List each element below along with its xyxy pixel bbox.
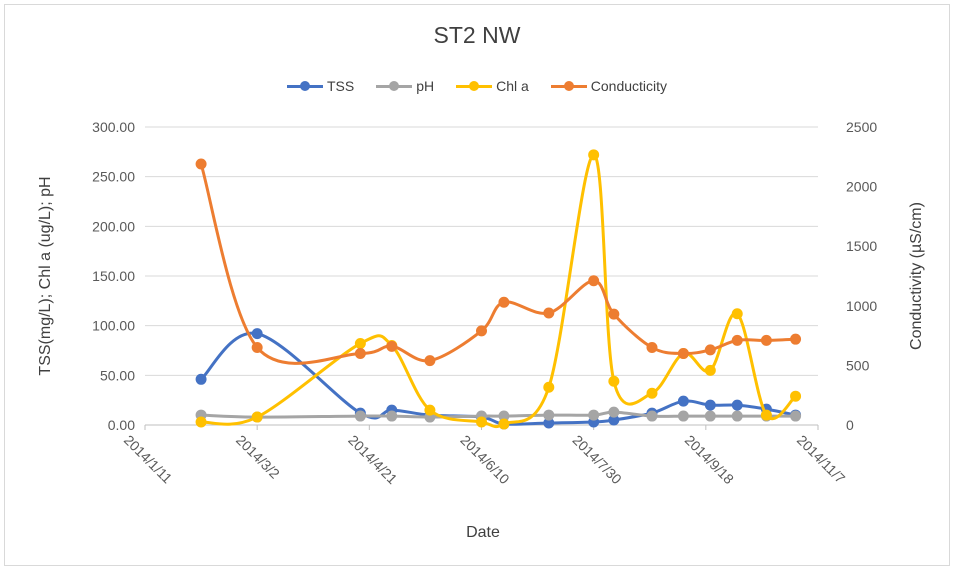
data-point-conducticity: [677, 347, 689, 359]
x-tick-label: 2014/11/7: [794, 432, 849, 487]
data-point-chl-a: [476, 416, 487, 428]
data-point-chl-a: [498, 418, 510, 430]
legend-item-ph: pH: [376, 78, 434, 94]
chart-title: ST2 NW: [433, 22, 521, 48]
series-line-conducticity: [199, 162, 798, 365]
data-point-chl-a: [354, 338, 366, 350]
series-line-chl-a: [199, 153, 798, 429]
y-left-tick-label: 250.00: [92, 169, 135, 185]
data-point-chl-a: [760, 409, 772, 421]
y-axis-right-label: Conductivity (µS/cm): [908, 202, 925, 350]
data-point-ph: [588, 409, 600, 421]
y-left-tick-label: 100.00: [92, 318, 135, 334]
data-point-ph: [790, 410, 802, 422]
y-right-tick-label: 2500: [846, 119, 877, 135]
y-left-tick-label: 50.00: [100, 367, 135, 383]
data-point-chl-a: [704, 364, 716, 376]
data-point-tss: [704, 399, 716, 411]
data-point-chl-a: [251, 411, 263, 423]
data-point-conducticity: [386, 340, 398, 352]
data-point-conducticity: [588, 275, 600, 287]
legend-swatch-ph: [376, 80, 413, 92]
y-axis-left-label: TSS(mg/L); Chl a (ug/L); pH: [37, 176, 54, 375]
y-right-tick-label: 2000: [846, 179, 877, 195]
chart-frame: [4, 4, 950, 566]
data-point-chl-a: [543, 381, 555, 393]
data-point-conducticity: [704, 344, 716, 356]
x-tick-label: 2014/7/30: [570, 432, 626, 488]
data-point-ph: [731, 410, 743, 422]
data-point-ph: [677, 410, 689, 422]
data-point-tss: [731, 399, 743, 411]
data-point-tss: [195, 373, 207, 385]
data-point-ph: [543, 409, 555, 421]
data-point-chl-a: [646, 387, 658, 399]
axis-layer: 0.00 50.00 100.00 150.00 200.00 250.00 300.00 0…: [92, 119, 877, 487]
data-point-conducticity: [790, 333, 802, 345]
x-tick-label: 2014/1/11: [121, 432, 176, 487]
x-tick-label: 2014/3/2: [233, 432, 283, 482]
legend-swatch-conductivity: [550, 80, 587, 92]
y-right-tick-label: 500: [846, 357, 870, 373]
legend-swatch-chl-a: [456, 80, 493, 92]
data-point-ph: [608, 406, 620, 418]
data-point-ph: [354, 410, 366, 422]
y-left-tick-label: 150.00: [92, 268, 135, 284]
data-point-ph: [386, 410, 398, 422]
data-point-chl-a: [588, 149, 600, 161]
data-point-conducticity: [646, 342, 658, 354]
data-point-conducticity: [731, 334, 743, 346]
data-point-conducticity: [354, 347, 366, 359]
y-right-tick-label: 1000: [846, 298, 877, 314]
series-line-ph: [199, 410, 798, 419]
data-point-tss: [251, 328, 263, 340]
chart-legend: TSS pH Chl a Conducticity: [0, 76, 954, 96]
y-right-tick-label: 0: [846, 417, 854, 433]
legend-label-conductivity: Conducticity: [590, 78, 668, 94]
y-right-tick-label: 1500: [846, 238, 877, 254]
data-point-chl-a: [608, 375, 620, 387]
legend-label-ph: pH: [416, 78, 435, 94]
data-point-chl-a: [790, 390, 802, 402]
series-layer: [195, 149, 802, 430]
data-point-chl-a: [195, 416, 207, 428]
data-point-conducticity: [543, 307, 555, 319]
data-point-conducticity: [608, 308, 620, 320]
data-point-conducticity: [251, 342, 263, 354]
y-left-tick-label: 200.00: [92, 218, 135, 234]
data-point-chl-a: [424, 404, 436, 416]
legend-item-tss: TSS: [286, 78, 355, 94]
legend-label-tss: TSS: [326, 78, 355, 94]
data-point-ph: [704, 410, 716, 422]
grid-layer: [145, 126, 818, 426]
data-point-conducticity: [424, 355, 436, 367]
data-point-conducticity: [476, 325, 487, 337]
data-point-ph: [646, 410, 658, 422]
data-point-conducticity: [498, 296, 510, 308]
y-left-tick-label: 300.00: [92, 119, 135, 135]
legend-label-chl-a: Chl a: [496, 78, 529, 94]
legend-item-chl-a: Chl a: [456, 78, 529, 94]
data-point-chl-a: [731, 308, 743, 320]
x-axis-label: Date: [466, 524, 500, 541]
x-tick-label: 2014/4/21: [345, 432, 401, 488]
legend-item-conductivity: Conducticity: [550, 78, 668, 94]
x-tick-label: 2014/9/18: [682, 432, 738, 488]
legend-swatch-tss: [286, 80, 323, 92]
data-point-conducticity: [195, 158, 207, 170]
data-point-conducticity: [760, 334, 772, 346]
x-tick-label: 2014/6/10: [457, 432, 513, 488]
data-point-tss: [677, 395, 689, 407]
y-left-tick-label: 0.00: [108, 417, 135, 433]
